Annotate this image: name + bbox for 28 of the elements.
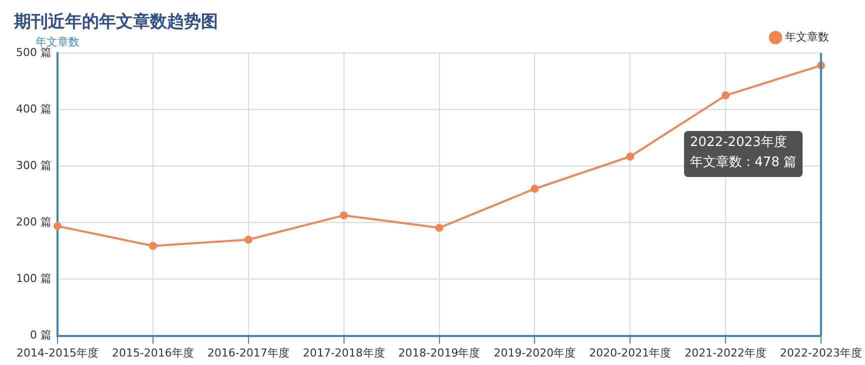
y-tick-label: 100 篇 xyxy=(16,272,52,286)
x-tick-label: 2018-2019年度 xyxy=(398,346,480,360)
x-tick-label: 2017-2018年度 xyxy=(302,346,385,360)
x-tick-label: 2022-2023年度 xyxy=(780,346,862,360)
point xyxy=(626,152,634,161)
point xyxy=(53,222,62,230)
point xyxy=(722,91,730,100)
y-tick-label: 300 篇 xyxy=(16,158,52,172)
point xyxy=(530,184,539,193)
y-tick-label: 400 篇 xyxy=(16,102,52,116)
x-tick-label: 2019-2020年度 xyxy=(494,346,576,360)
chart-title: 期刊近年的年文章数趋势图 xyxy=(14,11,218,33)
x-tick-label: 2016-2017年度 xyxy=(207,346,290,360)
x-tick-label: 2020-2021年度 xyxy=(589,346,672,360)
y-tick-label: 200 篇 xyxy=(16,216,52,229)
point xyxy=(244,236,252,244)
y-axis-title: 年文章数 xyxy=(35,35,80,48)
annotation: 年文章数 : 478 篇 xyxy=(690,154,797,170)
x-tick-label: 2014-2015年度 xyxy=(16,346,98,360)
annotation: 2022-2023年度 xyxy=(690,134,787,150)
point xyxy=(148,242,157,250)
x-tick-label: 2015-2016年度 xyxy=(112,346,194,360)
point xyxy=(435,224,444,232)
point xyxy=(340,211,348,220)
y-tick-label: 0 篇 xyxy=(30,328,52,342)
x-tick-label: 2021-2022年度 xyxy=(684,346,767,360)
legend-label: 年文章数 xyxy=(785,30,829,44)
y-tick-label: 500 篇 xyxy=(16,46,52,59)
